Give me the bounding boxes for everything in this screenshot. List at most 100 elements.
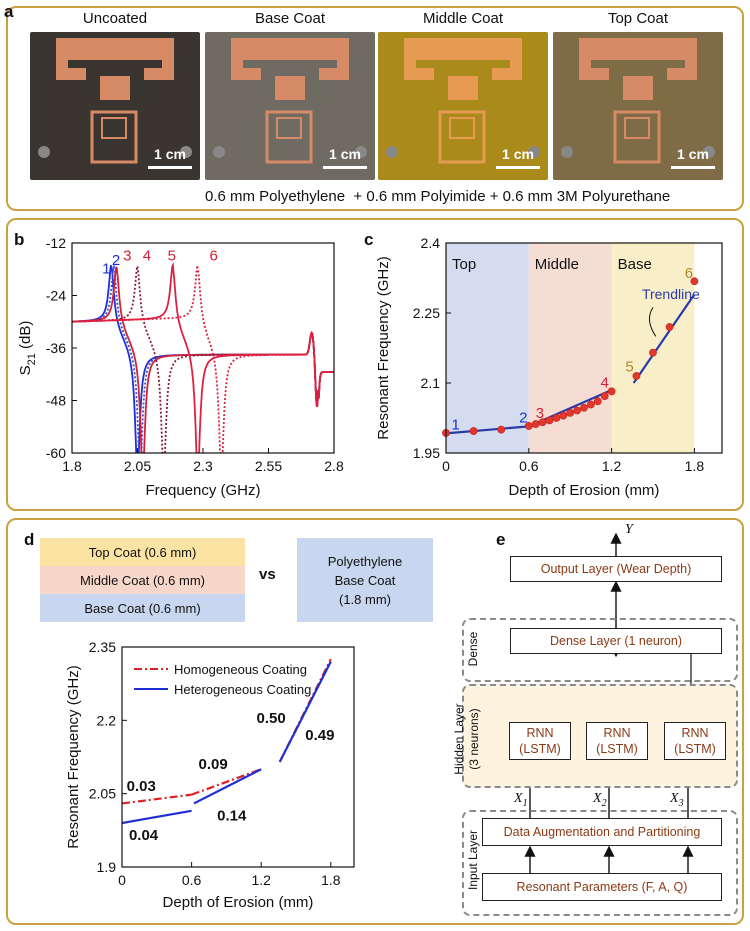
output-layer-box: Output Layer (Wear Depth) [510,556,722,582]
legend-label-heterogeneous: Heterogeneous Coating [174,682,311,697]
y-axis-label-b-rest: (dB) [17,321,34,354]
sensor-drawing [553,32,723,180]
hidden-group-title: Hidden Layer [452,703,466,775]
y-tick-label-d: 1.9 [97,859,117,875]
y-axis-label-c: Resonant Frequency (GHz) [375,256,392,439]
region-label-base: Base [618,256,652,273]
region-middle [528,243,612,453]
data-point [545,416,554,425]
trendline-segment [445,425,529,435]
hidden-group-label: Hidden Layer (3 neurons) [452,684,486,794]
slope-label: 0.49 [305,727,334,744]
x-tick-label-b: 2.8 [324,458,344,474]
photo-title-1: Uncoated [82,10,148,27]
panel-d-label: d [24,530,35,549]
series-number-label: 3 [123,248,131,265]
series-number-label: 2 [112,252,120,269]
y-tick-label-b: -12 [46,235,66,251]
point-number-label: 3 [536,405,544,422]
x-tick-label-d: 1.2 [251,872,271,888]
x-tick-label-d: 1.8 [321,872,341,888]
photo-title-4: Top Coat [607,10,669,27]
slope-label: 0.09 [199,756,228,773]
y-tick-label-c: 2.25 [413,305,440,321]
plot-frame-b [71,242,335,454]
region-label-middle: Middle [535,256,579,273]
region-base [611,243,695,453]
photo-title-3: Middle Coat [422,10,504,27]
x-tick-label-b: 2.3 [193,458,213,474]
series-number-label: 6 [210,248,218,265]
scale-bar-1 [148,166,192,169]
y-axis-label-b: S21 (dB) [17,321,38,376]
rnn-cell-2-sub: (LSTM) [596,742,638,756]
slope-label: 0.04 [129,827,159,844]
point-number-label: 2 [519,410,527,427]
top-coat-box: Top Coat (0.6 mm) [40,538,245,566]
panel-b-label: b [14,230,25,249]
series-number-label: 1 [102,261,110,278]
rnn-cell-2: RNN (LSTM) [586,722,648,760]
x3-sub: 3 [678,797,684,809]
region-top [446,243,529,453]
series-number-label: 5 [168,248,176,265]
coating-caption: 0.6 mm Polyethylene + 0.6 mm Polyimide +… [205,188,671,205]
data-point [573,406,581,415]
rnn-cell-2-title: RNN [603,726,631,740]
chart-b-s21: 1.8 2.05 2.3 2.55 2.8 -12 -24 -36 -48 -60 Frequenc… [17,235,344,499]
poly-line-1: Polyethylene [327,553,403,569]
data-point [469,427,478,435]
y-tick-label-d: 2.2 [97,712,117,728]
data-point [566,408,575,417]
trendline-label: Trendline [642,286,700,302]
data-point [649,348,657,357]
data-point [607,387,616,396]
x-tick-label-b: 2.55 [255,458,282,474]
slope-label: 0.14 [217,808,247,825]
output-y-label: Y [625,522,633,537]
series-number-label: 4 [143,248,151,265]
panel-a-label: a [4,2,14,21]
series-segment-heterogeneous [193,768,262,805]
y-tick-label-b: -48 [46,393,66,409]
rnn-cell-1-sub: (LSTM) [519,742,561,756]
scale-bar-3 [496,166,540,169]
panel-e-label: e [496,530,506,549]
data-point [600,392,609,400]
data-point [580,403,588,412]
point-number-label: 6 [685,265,693,282]
plot-frame-c [445,242,723,454]
dense-group-label: Dense [466,631,480,667]
x-axis-label-c: Depth of Erosion (mm) [509,482,660,499]
point-number-label: 1 [452,417,460,434]
dense-layer-box: Dense Layer (1 neuron) [510,628,722,654]
y-tick-label-c: 2.1 [421,375,441,391]
series-segment-homogeneous [121,793,192,805]
poly-line-2: Base Coat [334,572,396,588]
rnn-cell-1: RNN (LSTM) [509,722,571,760]
sensor-photo-1 [30,32,200,180]
y-tick-label-d: 2.05 [89,786,116,802]
x-tick-label-c: 0.6 [519,458,539,474]
scale-label-4: 1 cm [677,146,709,162]
y-axis-label-b-sub: 21 [26,353,38,365]
y-tick-label-b: -60 [46,445,66,461]
y-axis-label-b-main: S [17,365,34,375]
base-coat-box: Base Coat (0.6 mm) [40,594,245,622]
x-axis-label-b: Frequency (GHz) [145,482,260,499]
x2-main: X [593,791,602,806]
sensor-drawing [378,32,548,180]
trendline-segment [632,293,696,384]
legend-label-homogeneous: Homogeneous Coating [174,662,307,677]
x2-sub: 2 [601,797,607,809]
rnn-cell-3: RNN (LSTM) [664,722,726,760]
data-point [559,411,568,420]
rnn-cell-3-title: RNN [681,726,709,740]
dense-group [462,618,738,682]
sensor-drawing [38,38,192,164]
sensor-drawing [213,38,367,164]
rnn-cell-3-sub: (LSTM) [674,742,716,756]
data-point [632,372,641,380]
series-line-5 [72,261,334,453]
input-group [462,810,738,916]
